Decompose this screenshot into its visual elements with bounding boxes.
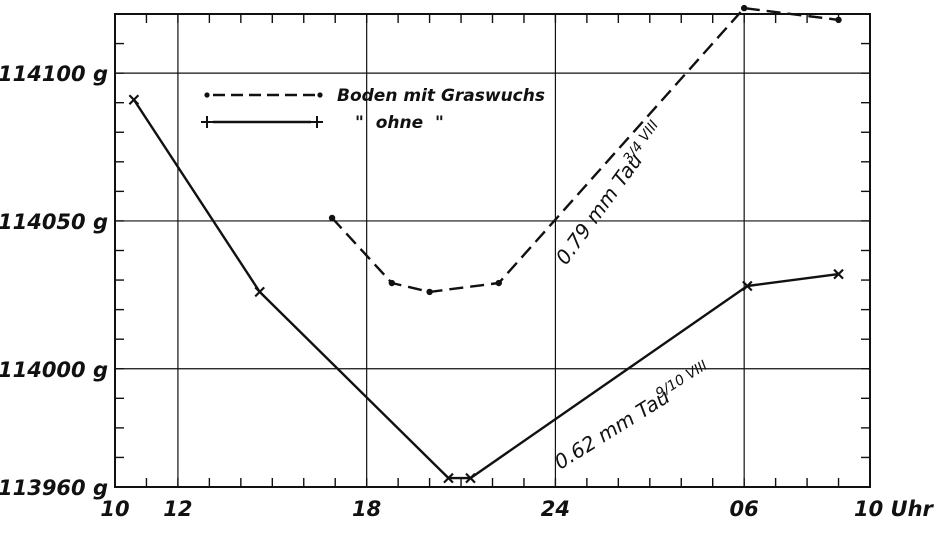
series-line — [331, 6, 839, 294]
y-tick-labels: 114100 g 114050 g 114000 g 113960 g — [0, 62, 108, 500]
y-tick-label: 114100 g — [0, 62, 108, 86]
legend-marker-plus — [201, 116, 213, 128]
annotation-ohne: 0.62 mm Tau 9/10 VIII — [550, 358, 711, 475]
legend-entry-ohne: " ohne " — [201, 113, 444, 133]
data-point — [835, 16, 842, 24]
x-tick-label: 10 Uhr — [854, 497, 935, 521]
x-tick-label: 10 — [100, 497, 129, 521]
data-point — [254, 286, 265, 298]
data-point — [742, 280, 753, 292]
grid — [115, 14, 870, 487]
y-tick-label: 114000 g — [0, 358, 108, 382]
minor-ticks — [115, 14, 870, 487]
x-tick-label: 06 — [730, 497, 759, 521]
data-point — [495, 279, 502, 287]
legend-marker-dot — [204, 92, 210, 98]
legend: Boden mit Graswuchs " ohne " — [201, 86, 545, 133]
legend-marker-dot — [317, 92, 323, 98]
data-point — [443, 472, 454, 484]
data-point — [465, 472, 476, 484]
series-layer — [128, 4, 844, 484]
data-point — [328, 214, 336, 222]
data-point — [740, 4, 748, 12]
legend-label-graswuchs: Boden mit Graswuchs — [337, 86, 545, 106]
data-point — [426, 288, 433, 296]
data-point — [833, 268, 844, 280]
x-tick-label: 18 — [352, 497, 381, 521]
legend-entry-graswuchs: Boden mit Graswuchs — [204, 86, 545, 106]
legend-marker-plus — [311, 116, 323, 128]
annotation-graswuchs: 0.79 mm Tau 3/4 VIII — [551, 118, 662, 269]
series-line — [132, 99, 839, 480]
annotation-fraction: 9/10 VIII — [653, 358, 711, 402]
data-point — [388, 279, 396, 287]
series-ohne — [128, 94, 844, 484]
series-graswuchs — [328, 4, 842, 296]
plot-frame — [114, 13, 871, 488]
x-tick-label: 12 — [163, 497, 192, 521]
annotation-text: 0.62 mm Tau — [550, 384, 674, 474]
y-tick-label: 114050 g — [0, 210, 108, 234]
y-tick-label: 113960 g — [0, 476, 108, 500]
legend-label-ohne: " ohne " — [355, 113, 444, 133]
x-tick-labels: 10 12 18 24 06 10 Uhr — [100, 497, 934, 521]
x-tick-label: 24 — [541, 497, 570, 521]
data-point — [128, 94, 140, 106]
